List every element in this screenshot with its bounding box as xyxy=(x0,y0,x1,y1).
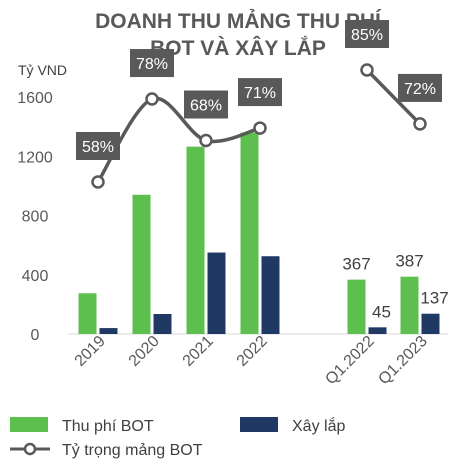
pct-label: 85% xyxy=(351,27,383,44)
line-point xyxy=(199,133,213,148)
legend-swatch-xay-lap xyxy=(240,417,278,432)
legend-swatch-bot xyxy=(10,417,48,432)
line-series-group: 58% 78% 68% 71% 85% 72% xyxy=(76,20,442,189)
pct-label-box xyxy=(398,73,442,102)
legend-label-xay-lap: Xây lắp xyxy=(292,416,345,435)
line-segment xyxy=(96,96,261,183)
pct-label-box xyxy=(238,78,282,107)
line-point xyxy=(360,63,374,77)
bar-data-label: 45 xyxy=(372,302,391,321)
bars-group xyxy=(78,132,440,334)
y-tick-label: 0 xyxy=(31,327,40,344)
bar-thu-phi-bot-Q1.2022 xyxy=(347,279,366,334)
y-tick-label: 1200 xyxy=(17,149,53,166)
x-tick-label: 2021 xyxy=(180,333,217,370)
legend-line-dot xyxy=(23,442,37,456)
pct-label: 72% xyxy=(404,81,436,98)
pct-label: 68% xyxy=(190,98,222,115)
bar-data-label: 137 xyxy=(420,289,448,308)
pct-label-box xyxy=(76,132,120,160)
bar-data-labels: 367 45 387 137 xyxy=(342,252,448,322)
pct-label-box xyxy=(184,90,228,119)
chart-title-line-1: DOANH THU MẢNG THU PHÍ xyxy=(95,10,382,33)
x-tick-label: 2020 xyxy=(126,333,163,370)
line-point xyxy=(91,175,105,189)
x-tick-label: Q1.2022 xyxy=(322,333,377,388)
pct-label-box xyxy=(345,20,389,48)
line-point xyxy=(253,121,267,135)
bar-thu-phi-bot-2022 xyxy=(240,132,259,334)
bar-data-label: 367 xyxy=(342,255,370,274)
y-tick-label: 800 xyxy=(22,209,49,226)
pct-label: 71% xyxy=(244,85,276,102)
bar-xay-lap-2019 xyxy=(99,328,118,334)
legend: Thu phí BOT Xây lắp Tỷ trọng mảng BOT xyxy=(10,416,345,459)
bar-xay-lap-Q1.2022 xyxy=(368,327,387,334)
bar-thu-phi-bot-Q1.2023 xyxy=(400,276,419,334)
bar-thu-phi-bot-2020 xyxy=(132,194,151,334)
line-point xyxy=(413,117,427,131)
pct-label: 78% xyxy=(136,56,168,73)
pct-label: 58% xyxy=(82,139,114,156)
y-tick-label: 1600 xyxy=(17,90,53,107)
y-tick-label: 400 xyxy=(22,268,49,285)
bar-xay-lap-Q1.2023 xyxy=(421,313,440,334)
chart-title-line-2: BOT VÀ XÂY LẮP xyxy=(150,36,326,60)
bar-data-label: 387 xyxy=(395,252,423,271)
x-tick-label: 2019 xyxy=(72,333,109,370)
bar-thu-phi-bot-2021 xyxy=(186,146,205,334)
line-point xyxy=(145,92,159,106)
bar-xay-lap-2020 xyxy=(153,314,172,334)
legend-label-ty-trong: Tỷ trọng mảng BOT xyxy=(62,442,203,459)
bar-xay-lap-2021 xyxy=(207,252,226,334)
legend-label-bot: Thu phí BOT xyxy=(62,418,154,435)
pct-label-box xyxy=(130,49,174,78)
x-tick-label: Q1.2023 xyxy=(375,333,430,388)
y-axis-unit-label: Tỷ VND xyxy=(18,62,67,78)
bar-thu-phi-bot-2019 xyxy=(78,293,97,334)
x-tick-label: 2022 xyxy=(234,333,271,370)
y-axis-ticks: 0 400 800 1200 1600 xyxy=(17,90,53,344)
bar-xay-lap-2022 xyxy=(261,256,280,334)
